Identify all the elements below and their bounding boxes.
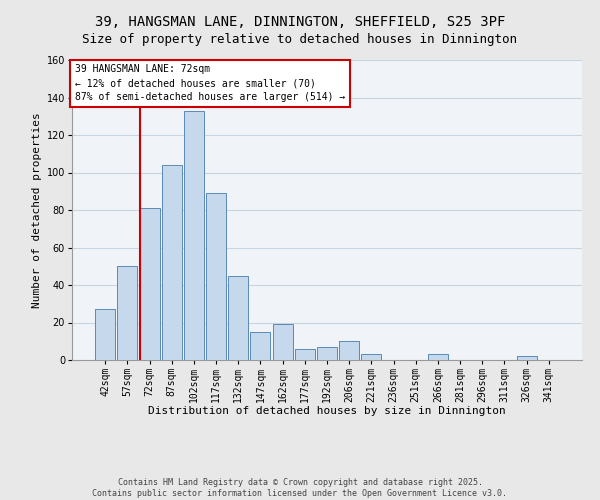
Bar <box>517 356 536 360</box>
Bar <box>428 354 448 360</box>
Text: 39 HANGSMAN LANE: 72sqm
← 12% of detached houses are smaller (70)
87% of semi-de: 39 HANGSMAN LANE: 72sqm ← 12% of detache… <box>74 64 345 102</box>
Bar <box>162 165 182 360</box>
Bar <box>295 349 315 360</box>
Bar <box>118 266 137 360</box>
Text: 39, HANGSMAN LANE, DINNINGTON, SHEFFIELD, S25 3PF: 39, HANGSMAN LANE, DINNINGTON, SHEFFIELD… <box>95 15 505 29</box>
Text: Contains HM Land Registry data © Crown copyright and database right 2025.
Contai: Contains HM Land Registry data © Crown c… <box>92 478 508 498</box>
Bar <box>317 347 337 360</box>
Bar <box>95 310 115 360</box>
Y-axis label: Number of detached properties: Number of detached properties <box>32 112 43 308</box>
Bar <box>250 332 271 360</box>
Bar <box>339 341 359 360</box>
Bar <box>206 193 226 360</box>
Text: Size of property relative to detached houses in Dinnington: Size of property relative to detached ho… <box>83 32 517 46</box>
Bar <box>140 208 160 360</box>
Bar <box>361 354 382 360</box>
Bar <box>184 110 204 360</box>
X-axis label: Distribution of detached houses by size in Dinnington: Distribution of detached houses by size … <box>148 406 506 416</box>
Bar <box>228 276 248 360</box>
Bar <box>272 324 293 360</box>
